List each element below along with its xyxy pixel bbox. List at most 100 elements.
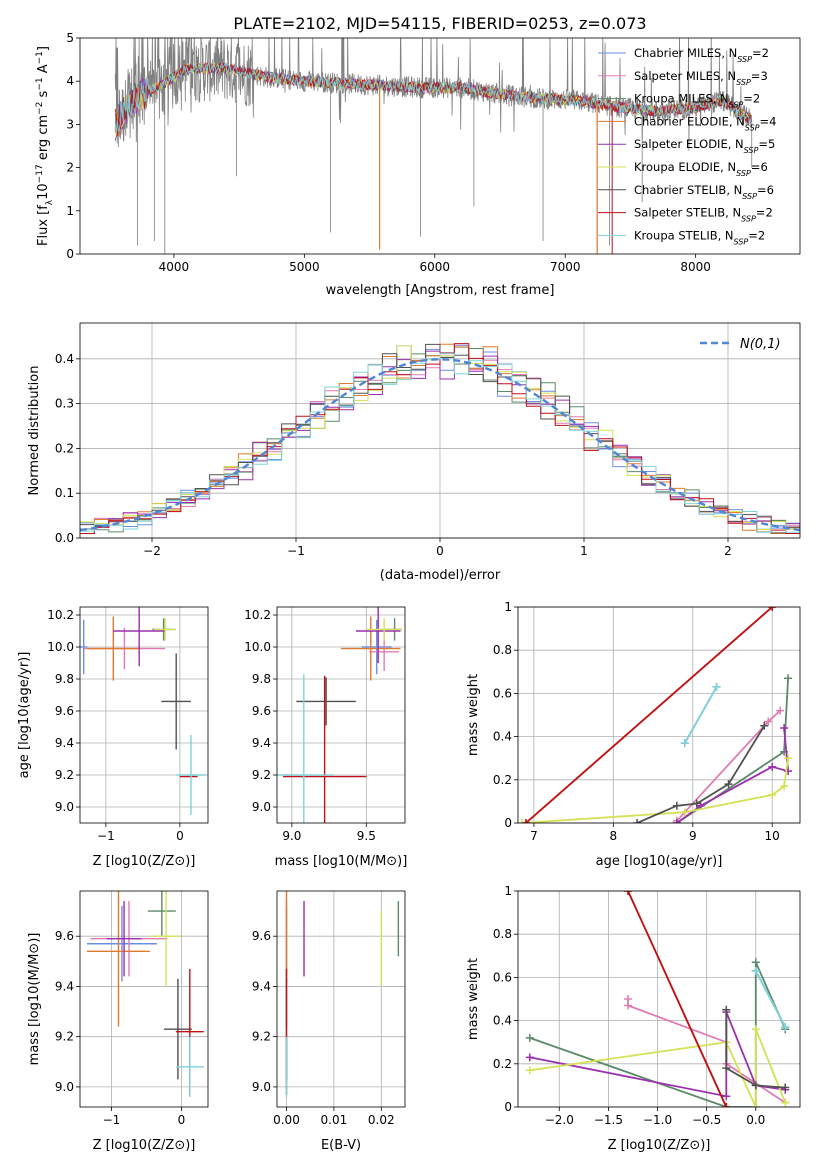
weight_vs_age-xlabel: age [log10(age/yr)] xyxy=(596,854,723,869)
mass_vs_Z-ytick-label: 9.0 xyxy=(55,1080,74,1094)
spectrum-xtick-label: 7000 xyxy=(550,260,581,274)
age_vs_mass-errorbar-salpeter-elodie xyxy=(355,607,401,663)
weight_vs_age-point-marker xyxy=(776,706,785,715)
mass_vs_ebv-xlabel: E(B-V) xyxy=(321,1138,361,1153)
legend-n: , N xyxy=(720,160,736,174)
residuals-ytick-label: 0.0 xyxy=(55,531,74,545)
spectrum-xlabel: wavelength [Angstrom, rest frame] xyxy=(326,283,555,298)
residuals-xtick-label: 2 xyxy=(724,544,732,558)
mass_vs_Z-xtick-label: −1 xyxy=(103,1113,121,1127)
weight_vs_Z-point-marker xyxy=(751,958,760,967)
spectrum-xtick-label: 4000 xyxy=(159,260,190,274)
mass_vs_Z-frame xyxy=(79,890,209,1108)
mass_vs_ebv-xtick-label: 0.01 xyxy=(321,1113,348,1127)
age_vs_Z-ytick-label: 10.0 xyxy=(47,640,74,654)
residuals-histogram-series xyxy=(80,352,800,534)
legend-eq: = xyxy=(760,114,770,128)
weight_vs_age-point-marker xyxy=(712,682,721,691)
legend-label: Kroupa STELIB, NSSP=2 xyxy=(634,228,765,246)
residuals-xtick-label: 0 xyxy=(436,544,444,558)
weight_vs_Z-point-marker xyxy=(624,1001,633,1010)
legend-name: Salpeter ELODIE xyxy=(634,137,728,151)
age_vs_Z-ytick-label: 9.2 xyxy=(55,768,74,782)
weight_vs_Z-series-line xyxy=(529,1028,787,1107)
spectrum-xtick-label: 6000 xyxy=(420,260,451,274)
legend-eq: = xyxy=(743,92,753,106)
weight_vs_Z-point-marker xyxy=(722,1005,731,1014)
legend-sub: SSP xyxy=(734,237,749,246)
legend-name: Chabrier MILES xyxy=(634,46,721,60)
spectrum-ylabel-part: s xyxy=(36,90,51,101)
legend-nssp: 5 xyxy=(768,137,775,151)
weight_vs_Z-point-marker xyxy=(722,1064,731,1073)
age_vs_mass-xlabel: mass [log10(M/M⊙)] xyxy=(275,854,408,869)
age_vs_mass-plot xyxy=(277,607,403,823)
spectrum-data-line xyxy=(114,38,752,151)
age_vs_Z-errorbar-kroupa-elodie xyxy=(153,618,177,641)
residuals-xtick-label: −2 xyxy=(143,544,161,558)
weight_vs_age-point-marker xyxy=(680,808,689,817)
weight_vs_age-ytick-label: 1 xyxy=(504,600,512,614)
spectrum-model-line xyxy=(114,62,753,134)
age_vs_Z-ytick-label: 9.8 xyxy=(55,672,74,686)
weight_vs_Z-point-marker xyxy=(722,1103,731,1107)
weight_vs_age-ylabel: mass weight xyxy=(466,674,481,756)
residuals-xtick-label: 1 xyxy=(580,544,588,558)
legend-name: Chabrier ELODIE xyxy=(634,114,729,128)
spectrum-ylabel-part: λ xyxy=(45,199,55,205)
legend-name: Kroupa STELIB xyxy=(634,228,718,242)
mass_vs_Z-plot xyxy=(86,891,204,1097)
weight_vs_age-series-line xyxy=(525,607,773,823)
mass_vs_ebv-xtick-label: 0.02 xyxy=(368,1113,395,1127)
age_vs_mass-axes: 9.0 9.5 9.0 9.2 9.4 9.6 9.8 10.0 10.2 mass [log10… xyxy=(244,606,408,869)
legend-sub: SSP xyxy=(744,146,759,155)
weight_vs_Z-xtick-label: −2.0 xyxy=(545,1113,574,1127)
spectrum-ylabel-part: −1 xyxy=(35,51,45,64)
legend-n: , N xyxy=(728,137,744,151)
legend-n: , N xyxy=(729,114,745,128)
age_vs_mass-ytick-label: 10.0 xyxy=(244,640,271,654)
legend-eq: = xyxy=(751,160,761,174)
legend-label: Salpeter MILES, NSSP=3 xyxy=(634,69,768,87)
age_vs_Z-xtick-label: −1 xyxy=(97,829,115,843)
mass_vs_Z-errorbar-kroupa-miles xyxy=(147,891,176,937)
weight_vs_Z-ylabel: mass weight xyxy=(466,958,481,1040)
spectrum-ylabel-part: −1 xyxy=(35,77,45,90)
legend-sub: SSP xyxy=(745,123,760,132)
age_vs_mass-ytick-label: 9.2 xyxy=(252,768,271,782)
legend-name: Salpeter MILES xyxy=(634,69,720,83)
legend-label: Chabrier ELODIE, NSSP=4 xyxy=(634,114,776,131)
age_vs_Z-ytick-label: 9.4 xyxy=(55,736,74,750)
legend-nssp: 6 xyxy=(760,160,767,174)
legend-name: Chabrier STELIB xyxy=(634,183,726,197)
legend-eq: = xyxy=(748,228,758,242)
legend-label: Kroupa ELODIE, NSSP=6 xyxy=(634,160,768,178)
weight_vs_Z-point-marker xyxy=(781,1023,790,1032)
spectrum-ytick-label: 5 xyxy=(66,31,74,45)
weight_vs_age-ytick-label: 0.8 xyxy=(493,643,512,657)
weight_vs_Z-xtick-label: −0.5 xyxy=(692,1113,721,1127)
weight_vs_Z-ytick-label: 0 xyxy=(504,1100,512,1114)
mass_vs_ebv-ytick-label: 9.4 xyxy=(252,979,271,993)
spectrum-ylabel-part: A xyxy=(36,64,51,77)
spectrum-ylabel-part: ] xyxy=(36,46,51,51)
weight_vs_age-point-marker xyxy=(780,723,789,732)
spectrum-xtick-label: 5000 xyxy=(289,260,320,274)
weight_vs_age-point-marker xyxy=(672,819,681,823)
mass_vs_Z-xlabel: Z [log10(Z/Z⊙)] xyxy=(93,1138,196,1153)
weight_vs_age-xtick-label: 7 xyxy=(530,829,538,843)
spectrum-plot xyxy=(114,38,753,254)
legend-name: Salpeter STELIB xyxy=(634,206,725,220)
legend-nssp: 3 xyxy=(760,69,767,83)
residuals-axes: −2 −1 0 1 2 0.0 0.1 0.2 0.3 0.4 N(0,1) (data-model)… xyxy=(27,322,801,583)
spectrum-ytick-label: 0 xyxy=(66,247,74,261)
age_vs_Z-ytick-label: 9.6 xyxy=(55,704,74,718)
figure-title: PLATE=2102, MJD=54115, FIBERID=0253, z=0… xyxy=(233,14,646,33)
weight_vs_Z-series-line xyxy=(627,891,728,1107)
mass_vs_Z-ytick-label: 9.6 xyxy=(55,929,74,943)
spectrum-ylabel-part: −17 xyxy=(35,164,45,183)
spectrum-ytick-label: 1 xyxy=(66,204,74,218)
legend-label: Chabrier STELIB, NSSP=6 xyxy=(634,183,774,201)
